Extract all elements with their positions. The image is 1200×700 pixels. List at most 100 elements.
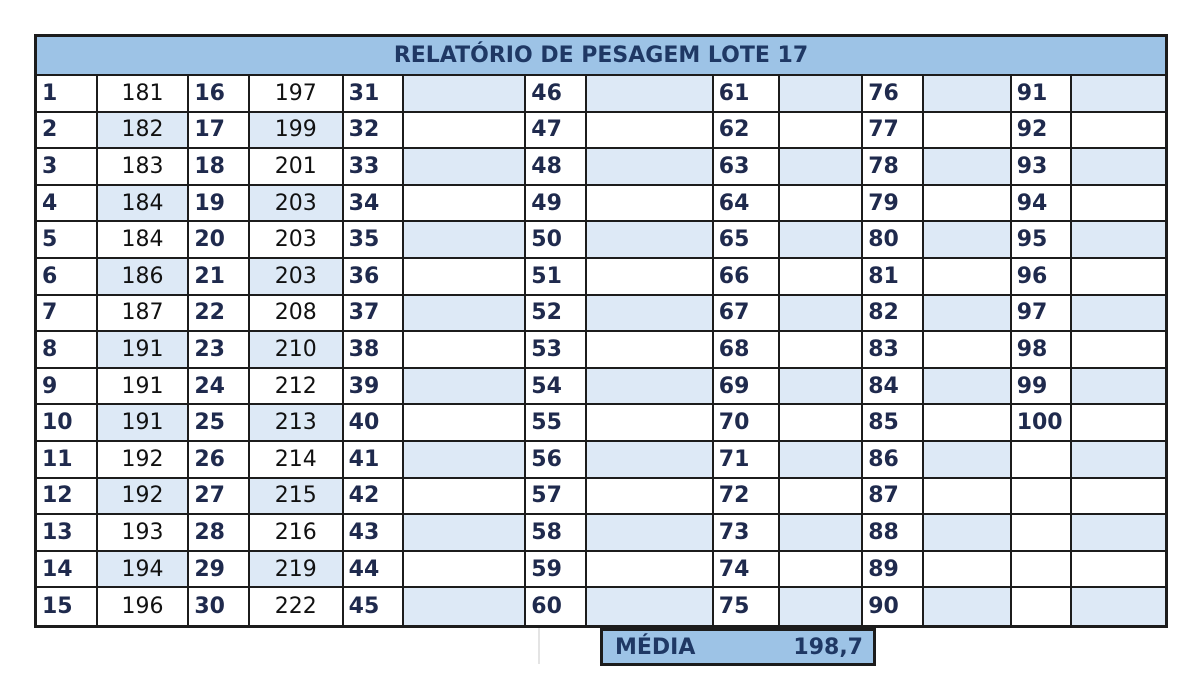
weight-cell[interactable] xyxy=(780,149,862,186)
weight-cell[interactable] xyxy=(404,441,525,479)
item-number-cell[interactable]: 8 xyxy=(37,332,96,369)
item-number-cell[interactable]: 3 xyxy=(37,149,96,186)
weight-cell[interactable] xyxy=(586,186,712,223)
weight-cell[interactable] xyxy=(586,222,712,259)
item-number-cell[interactable]: 94 xyxy=(1011,186,1071,223)
weight-cell[interactable] xyxy=(780,479,862,516)
weight-cell[interactable] xyxy=(923,259,1010,296)
item-number-cell[interactable]: 10 xyxy=(37,405,96,442)
item-number-cell[interactable]: 38 xyxy=(343,332,403,369)
item-number-cell[interactable]: 78 xyxy=(863,149,922,186)
item-number-cell[interactable]: 92 xyxy=(1011,113,1071,150)
weight-cell[interactable]: 214 xyxy=(249,442,342,479)
item-number-cell[interactable]: 34 xyxy=(343,186,403,223)
item-number-cell[interactable]: 98 xyxy=(1011,332,1071,369)
weight-cell[interactable] xyxy=(404,295,525,333)
item-number-cell[interactable]: 9 xyxy=(37,369,96,406)
weight-cell[interactable] xyxy=(586,515,712,552)
item-number-cell[interactable]: 53 xyxy=(526,332,585,369)
weight-cell[interactable] xyxy=(1072,405,1165,442)
weight-cell[interactable] xyxy=(923,295,1010,333)
weight-cell[interactable] xyxy=(1072,186,1165,223)
item-number-cell[interactable]: 39 xyxy=(343,369,403,406)
weight-cell[interactable] xyxy=(404,405,525,442)
item-number-cell[interactable]: 31 xyxy=(343,76,403,113)
item-number-cell[interactable]: 91 xyxy=(1011,76,1071,113)
weight-cell[interactable]: 194 xyxy=(97,551,188,589)
weight-cell[interactable] xyxy=(923,552,1010,589)
item-number-cell[interactable]: 81 xyxy=(863,259,922,296)
item-number-cell[interactable]: 66 xyxy=(713,259,779,296)
item-number-cell[interactable]: 49 xyxy=(526,186,585,223)
weight-cell[interactable]: 183 xyxy=(97,149,188,186)
weight-cell[interactable]: 181 xyxy=(97,76,188,113)
item-number-cell[interactable]: 65 xyxy=(713,222,779,259)
weight-cell[interactable] xyxy=(404,552,525,589)
weight-cell[interactable] xyxy=(1072,222,1165,259)
item-number-cell[interactable]: 72 xyxy=(713,479,779,516)
weight-cell[interactable] xyxy=(1072,332,1165,369)
weight-cell[interactable]: 203 xyxy=(249,222,342,259)
weight-cell[interactable] xyxy=(923,149,1010,186)
weight-cell[interactable] xyxy=(586,259,712,296)
item-number-cell[interactable]: 25 xyxy=(189,405,248,442)
item-number-cell[interactable]: 84 xyxy=(863,369,922,406)
weight-cell[interactable] xyxy=(586,441,712,479)
item-number-cell[interactable]: 100 xyxy=(1011,405,1071,442)
weight-cell[interactable] xyxy=(404,479,525,516)
average-cell[interactable]: MÉDIA 198,7 xyxy=(600,628,876,666)
weight-cell[interactable] xyxy=(780,441,862,479)
weight-cell[interactable] xyxy=(923,515,1010,552)
weight-cell[interactable] xyxy=(780,295,862,333)
item-number-cell[interactable]: 28 xyxy=(189,515,248,552)
item-number-cell[interactable]: 62 xyxy=(713,113,779,150)
item-number-cell[interactable]: 32 xyxy=(343,113,403,150)
weight-cell[interactable]: 203 xyxy=(249,185,342,223)
weight-cell[interactable] xyxy=(1072,259,1165,296)
weight-cell[interactable]: 191 xyxy=(97,369,188,406)
item-number-cell[interactable]: 51 xyxy=(526,259,585,296)
item-number-cell[interactable]: 1 xyxy=(37,76,96,113)
weight-cell[interactable]: 191 xyxy=(97,332,188,369)
weight-cell[interactable]: 184 xyxy=(97,185,188,223)
weight-cell[interactable] xyxy=(586,368,712,406)
item-number-cell[interactable]: 21 xyxy=(189,259,248,296)
weight-cell[interactable] xyxy=(780,332,862,369)
weight-cell[interactable]: 215 xyxy=(249,478,342,516)
item-number-cell[interactable]: 95 xyxy=(1011,222,1071,259)
item-number-cell[interactable]: 76 xyxy=(863,76,922,113)
weight-cell[interactable] xyxy=(586,479,712,516)
item-number-cell[interactable]: 74 xyxy=(713,552,779,589)
item-number-cell[interactable]: 45 xyxy=(348,594,380,620)
item-number-cell[interactable]: 24 xyxy=(189,369,248,406)
weight-cell[interactable]: 216 xyxy=(249,515,342,552)
item-number-cell[interactable]: 19 xyxy=(189,186,248,223)
item-number-cell[interactable]: 37 xyxy=(343,296,403,333)
weight-cell[interactable] xyxy=(404,588,525,625)
weight-cell[interactable] xyxy=(1072,479,1165,516)
empty-cell[interactable] xyxy=(1012,588,1071,625)
item-number-cell[interactable]: 55 xyxy=(526,405,585,442)
item-number-cell[interactable]: 64 xyxy=(713,186,779,223)
item-number-cell[interactable]: 63 xyxy=(713,149,779,186)
item-number-cell[interactable]: 2 xyxy=(37,113,96,150)
item-number-cell[interactable]: 83 xyxy=(863,332,922,369)
weight-cell[interactable] xyxy=(404,222,525,259)
weight-cell[interactable] xyxy=(780,76,862,113)
item-number-cell[interactable]: 26 xyxy=(189,442,248,479)
weight-cell[interactable] xyxy=(586,588,712,625)
weight-cell[interactable]: 219 xyxy=(249,551,342,589)
weight-cell[interactable] xyxy=(923,479,1010,516)
weight-cell[interactable]: 201 xyxy=(249,149,342,186)
weight-cell[interactable] xyxy=(923,332,1010,369)
weight-cell[interactable] xyxy=(1072,295,1165,333)
item-number-cell[interactable]: 12 xyxy=(37,479,96,516)
weight-cell[interactable] xyxy=(586,332,712,369)
item-number-cell[interactable]: 18 xyxy=(189,149,248,186)
item-number-cell[interactable]: 89 xyxy=(863,552,922,589)
weight-cell[interactable]: 222 xyxy=(274,594,317,620)
empty-cell[interactable] xyxy=(1011,442,1071,479)
item-number-cell[interactable]: 13 xyxy=(37,515,96,552)
item-number-cell[interactable]: 60 xyxy=(531,594,562,620)
item-number-cell[interactable]: 57 xyxy=(526,479,585,516)
